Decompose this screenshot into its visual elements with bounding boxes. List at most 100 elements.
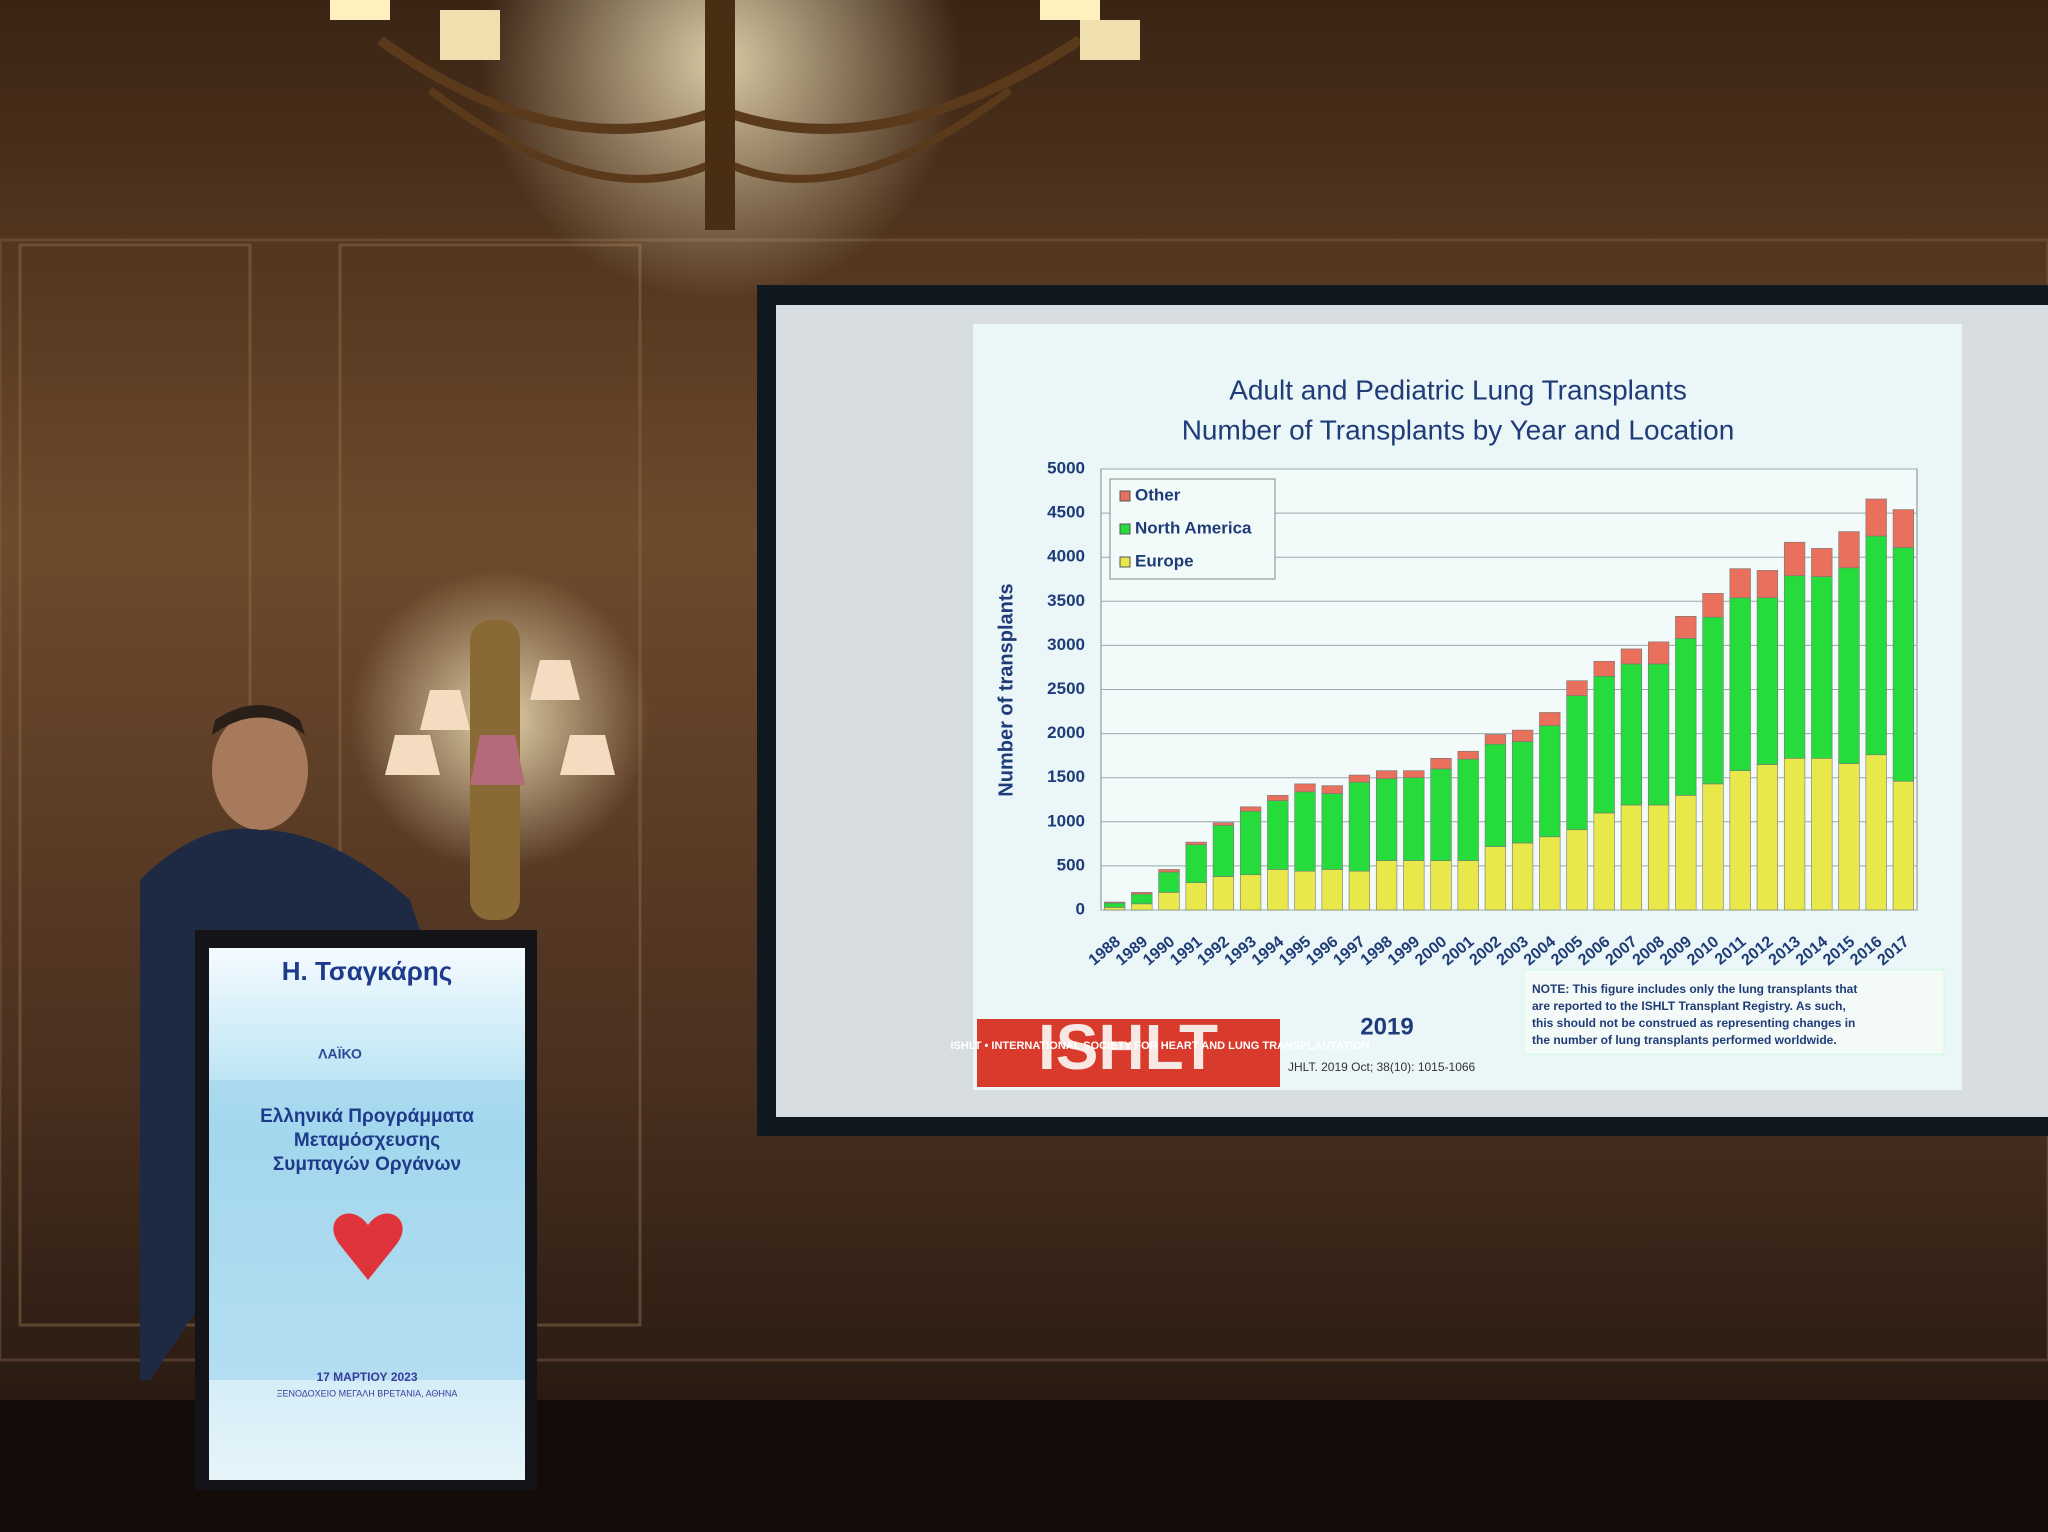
poster-logo: ΛΑΪΚΟ	[318, 1046, 362, 1062]
y-tick-label: 3000	[1047, 635, 1085, 654]
bar-segment	[1647, 804, 1670, 911]
bar-segment	[1729, 568, 1751, 599]
y-tick-label: 4500	[1047, 503, 1085, 522]
bar-segment	[1811, 548, 1833, 577]
note-line: NOTE: This figure includes only the lung…	[1532, 982, 1857, 996]
bar-segment	[1702, 783, 1724, 911]
bar-segment	[1321, 793, 1343, 870]
bar-segment	[1131, 892, 1153, 895]
bar-segment	[1756, 570, 1779, 599]
footer-citation: JHLT. 2019 Oct; 38(10): 1015-1066	[1288, 1060, 1476, 1074]
bar-segment	[1647, 663, 1670, 806]
bar-segment	[1212, 825, 1235, 877]
bar-segment	[1267, 869, 1289, 911]
bar-segment	[1539, 836, 1561, 911]
bar-segment	[1294, 870, 1316, 911]
wall-sconce	[350, 570, 650, 920]
note: NOTE: This figure includes only the lung…	[1532, 982, 1857, 1047]
legend-swatch	[1119, 490, 1131, 502]
bar-segment	[1838, 763, 1860, 911]
bar-segment	[1511, 741, 1534, 844]
bar-segment	[1212, 876, 1235, 911]
bar-segment	[1620, 648, 1643, 665]
bar-segment	[1838, 567, 1860, 764]
bar-segment	[1348, 870, 1371, 911]
bar-segment	[1593, 660, 1615, 677]
chart-title: Adult and Pediatric Lung Transplants	[1229, 374, 1687, 405]
bar-segment	[1430, 757, 1452, 770]
chart-subtitle: Number of Transplants by Year and Locati…	[1182, 414, 1735, 445]
footer-logo: ISHLT	[1038, 1011, 1218, 1083]
bar-segment	[1403, 860, 1425, 911]
bar-segment	[1838, 531, 1860, 569]
bar-segment	[1811, 576, 1833, 759]
bar-segment	[1430, 860, 1452, 911]
event-date: 17 ΜΑΡΤΙΟΥ 2023	[316, 1370, 417, 1384]
footer-banner	[977, 1019, 1280, 1087]
bar-segment	[1539, 725, 1561, 838]
bar-segment	[1457, 860, 1479, 911]
bar-segment	[1185, 844, 1207, 883]
bar-segment	[1103, 907, 1126, 911]
y-tick-label: 2500	[1047, 679, 1085, 698]
bar-segment	[1185, 882, 1207, 911]
bar-segment	[1484, 846, 1507, 911]
bar-segment	[1511, 842, 1534, 911]
bar-segment	[1484, 743, 1507, 847]
bar-segment	[1430, 768, 1452, 861]
bar-segment	[1892, 780, 1915, 911]
bar-segment	[1566, 695, 1588, 831]
y-axis-label: Number of transplants	[995, 583, 1017, 796]
legend-swatch	[1119, 556, 1131, 568]
bar-segment	[1783, 757, 1806, 911]
bar-segment	[1675, 795, 1697, 911]
bar-segment	[1457, 750, 1479, 760]
bar-segment	[1865, 754, 1887, 911]
footer-society: ISHLT • INTERNATIONAL SOCIETY FOR HEART …	[951, 1040, 1370, 1052]
bar-segment	[1811, 757, 1833, 911]
bar-segment	[1675, 638, 1697, 796]
event-line: Ελληνικά Προγράμματα	[260, 1106, 474, 1127]
bar-segment	[1158, 892, 1180, 911]
bar-segment	[1620, 663, 1643, 806]
bar-segment	[1783, 541, 1806, 577]
bar-segment	[1212, 822, 1235, 826]
bar-segment	[1267, 800, 1289, 870]
bar-segment	[1158, 869, 1180, 873]
event-line: Μεταμόσχευσης	[294, 1130, 440, 1151]
y-tick-label: 5000	[1047, 458, 1085, 477]
bar-segment	[1566, 680, 1588, 696]
bar-segment	[1348, 774, 1371, 783]
bar-segment	[1185, 841, 1207, 846]
bar-segment	[1267, 795, 1289, 801]
event-line: Συμπαγών Οργάνων	[273, 1154, 461, 1175]
bar-segment	[1892, 547, 1915, 782]
legend-swatch	[1119, 523, 1131, 535]
y-tick-label: 500	[1057, 855, 1085, 874]
event-title: Ελληνικά Προγράμματα Μεταμόσχευσης Συμπαγώ…	[260, 1106, 474, 1175]
note-line: this should not be construed as represen…	[1532, 1016, 1855, 1030]
note-line: are reported to the ISHLT Transplant Reg…	[1532, 999, 1846, 1013]
bar-segment	[1103, 902, 1126, 908]
y-tick-label: 3500	[1047, 591, 1085, 610]
bar-segment	[1239, 874, 1262, 911]
bar-segment	[1375, 860, 1398, 911]
legend-box	[1109, 478, 1276, 580]
bar-segment	[1593, 675, 1615, 814]
bar-segment	[1593, 812, 1615, 911]
heart-icon	[333, 1213, 403, 1280]
y-tick-label: 1500	[1047, 767, 1085, 786]
bar-segment	[1702, 616, 1724, 785]
legend-label: North America	[1135, 518, 1252, 537]
bar-segment	[1539, 712, 1561, 726]
bar-segment	[1158, 871, 1180, 893]
footer-year: 2019	[1360, 1013, 1413, 1040]
legend-label: Other	[1135, 485, 1181, 504]
bar-segment	[1729, 597, 1751, 771]
chandelier	[330, 0, 1140, 300]
bar-segment	[1484, 734, 1507, 745]
event-venue: ΞΕΝΟΔΟΧΕΙΟ ΜΕΓΑΛΗ ΒΡΕΤΑΝΙΑ, ΑΘΗΝΑ	[277, 1388, 458, 1398]
bar-segment	[1103, 901, 1126, 904]
